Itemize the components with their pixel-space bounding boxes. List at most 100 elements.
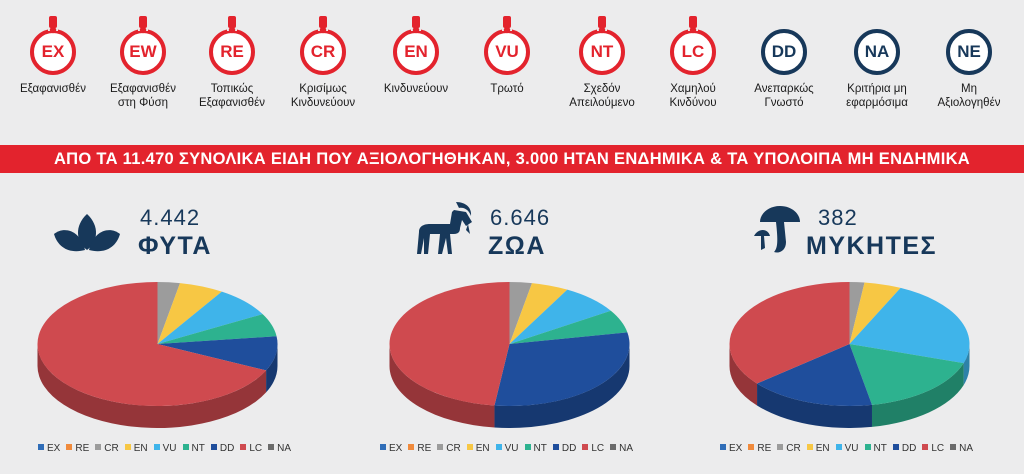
legend-item-dd: DD <box>892 443 916 454</box>
category-ew: EW Εξαφανισθέν στη Φύση <box>98 16 188 110</box>
legend-label: EX <box>47 443 61 454</box>
status-label: Κριτήρια μη εφαρμόσιμα <box>846 83 908 109</box>
legend-swatch <box>922 444 929 450</box>
pie-slice-nt <box>849 344 964 405</box>
alert-ring-icon <box>393 16 439 75</box>
pie-slice-en <box>157 283 222 344</box>
alert-ring-icon <box>209 16 255 75</box>
status-code: VU <box>495 42 519 61</box>
legend-swatch <box>182 444 189 450</box>
group-count: 4.442 <box>140 205 201 230</box>
goat-icon <box>417 202 472 254</box>
status-code: NA <box>864 42 890 61</box>
status-code: NE <box>957 42 981 61</box>
pie-slice-cr <box>157 282 180 344</box>
legend-swatch <box>892 444 899 450</box>
status-badge: DD <box>758 16 810 76</box>
legend-label: CR <box>104 443 119 454</box>
legend-item-en: EN <box>124 443 148 454</box>
legend-item-ex: EX <box>38 443 60 454</box>
legend-label: RE <box>75 443 90 454</box>
status-badge: VU <box>481 16 533 76</box>
group-count: 6.646 <box>490 205 551 230</box>
legend-label: VU <box>844 443 859 454</box>
legend-item-ex: EX <box>380 443 402 454</box>
alert-ring-icon <box>120 16 166 75</box>
legend-swatch <box>495 444 502 450</box>
legend-item-vu: VU <box>495 443 519 454</box>
legend-swatch <box>124 444 131 450</box>
pie-slice-lc <box>729 282 850 384</box>
legend-item-cr: CR <box>95 443 119 454</box>
legend-swatch <box>748 444 755 450</box>
pie-slice-side-lc <box>389 344 495 428</box>
legend-swatch <box>66 444 73 450</box>
status-label: Τοπικώς Εξαφανισθέν <box>199 83 265 109</box>
legend-swatch <box>835 444 842 450</box>
pie-slice-cr <box>509 282 532 344</box>
legend-item-re: RE <box>66 443 89 454</box>
category-nt: NT Σχεδόν Απειλούμενο <box>557 16 647 110</box>
category-ex: EX Εξαφανισθέν <box>8 16 98 96</box>
pie-slice-nt <box>157 314 277 344</box>
legend-swatch <box>240 444 247 450</box>
legend-item-cr: CR <box>437 443 461 454</box>
legend-item-re: RE <box>748 443 771 454</box>
status-badge: EX <box>27 16 79 76</box>
legend-swatch <box>864 444 871 450</box>
legend-swatch <box>806 444 813 450</box>
leaves-icon <box>54 214 120 252</box>
ring-icon <box>854 29 900 75</box>
legend-swatch <box>524 444 531 450</box>
legend-label: LC <box>591 443 605 454</box>
pie-legend: EX RE CR EN VU NT DD LC NA <box>380 443 639 457</box>
legend-swatch <box>380 444 386 450</box>
pie-slice-nt <box>509 310 628 344</box>
status-badge: RE <box>206 16 258 76</box>
pie-slice-vu <box>509 289 611 344</box>
legend-swatch <box>777 444 784 450</box>
legend-label: NT <box>533 443 547 454</box>
legend-label: VU <box>504 443 519 454</box>
status-category-legend: EX Εξαφανισθέν EW Εξαφανισθέν στη Φύση RE Τ… <box>0 0 1024 140</box>
status-code: CR <box>310 42 336 61</box>
status-code: LC <box>681 42 705 61</box>
status-badge: NE <box>943 16 995 76</box>
legend-label: LC <box>931 443 945 454</box>
legend-label: NA <box>277 443 292 454</box>
pie-slice-lc <box>389 282 510 406</box>
pie-slice-side-lc <box>729 344 758 406</box>
pie-chart-fungi <box>729 282 970 428</box>
category-vu: VU Τρωτό <box>462 16 552 96</box>
pie-slice-cr <box>849 282 865 344</box>
summary-banner: ΑΠΟ ΤΑ 11.470 ΣΥΝΟΛΙΚΑ ΕΙΔΗ ΠΟΥ ΑΞΙΟΛΟΓΗ… <box>0 145 1024 173</box>
status-code: EN <box>404 42 428 61</box>
status-label: Εξαφανισθέν <box>20 83 86 95</box>
status-badge: EN <box>390 16 442 76</box>
legend-label: DD <box>219 443 235 454</box>
legend-label: RE <box>417 443 432 454</box>
category-cr: CR Κρισίμως Κινδυνεύουν <box>278 16 368 110</box>
legend-item-vu: VU <box>153 443 177 454</box>
pie-legend: EX RE CR EN VU NT DD LC NA <box>38 443 297 457</box>
legend-item-nt: NT <box>864 443 887 454</box>
category-lc: LC Χαμηλού Κινδύνου <box>648 16 738 110</box>
legend-item-vu: VU <box>835 443 859 454</box>
legend-label: NT <box>873 443 887 454</box>
status-badge: LC <box>667 16 719 76</box>
status-code: RE <box>220 42 244 61</box>
legend-swatch <box>950 444 957 450</box>
legend-swatch <box>408 444 415 450</box>
pie-slice-lc <box>37 282 267 406</box>
legend-item-dd: DD <box>552 443 576 454</box>
category-en: EN Κινδυνεύουν <box>371 16 461 96</box>
group-name: ΦΥΤΑ <box>138 232 212 260</box>
pie-slice-en <box>849 282 901 344</box>
legend-label: CR <box>786 443 801 454</box>
legend-swatch <box>210 444 217 450</box>
legend-swatch <box>466 444 473 450</box>
legend-item-lc: LC <box>240 443 262 454</box>
legend-label: NA <box>959 443 974 454</box>
pie-slice-side-dd <box>757 383 872 428</box>
category-na: NA Κριτήρια μη εφαρμόσιμα <box>832 16 922 110</box>
